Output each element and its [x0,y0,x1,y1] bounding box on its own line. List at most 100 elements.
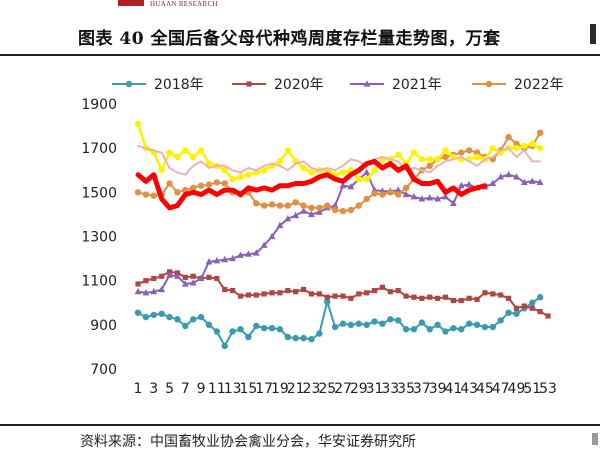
series-2018年 [134,294,544,350]
data-point [189,316,197,323]
data-point [442,294,449,300]
data-point [355,175,362,183]
x-tick-label: 1 [134,381,143,397]
data-point [197,182,205,189]
data-point [418,156,426,163]
data-point [292,334,299,342]
data-point [402,326,410,333]
data-point [505,133,512,141]
data-point [324,294,330,300]
data-point [426,326,433,333]
data-point [450,324,457,332]
series-line [137,171,542,294]
data-point [442,192,449,200]
x-tick-label: 17 [255,381,273,397]
data-point [205,321,213,329]
data-point [166,271,173,278]
legend-label: 2022年 [514,77,564,93]
data-point [213,328,221,335]
x-tick-label: 11 [208,381,226,397]
data-point [489,179,497,187]
data-point [150,311,157,319]
chart-title-bar: 图表 40 全国后备父母代种鸡周度存栏量走势图，万套 [0,18,600,56]
data-point [371,288,378,294]
data-point [419,295,425,301]
data-point [316,291,322,297]
data-point [379,191,386,198]
data-point [308,204,315,211]
series-layer [134,120,551,350]
data-point [221,255,229,263]
data-point [442,147,449,154]
data-point [457,181,465,189]
data-point [379,284,386,290]
data-point [182,322,189,330]
data-point [300,286,307,293]
data-point [268,201,276,208]
data-point [213,179,221,186]
data-point [205,181,213,188]
data-point [403,293,409,299]
data-point [394,191,402,198]
x-tick-label: 43 [460,381,478,397]
data-point [537,308,543,315]
series-2021年 [134,168,544,296]
series-2020年 [135,269,551,319]
data-point [174,153,181,161]
data-point [166,149,173,156]
data-point [151,275,157,282]
data-point [339,181,347,189]
data-point [410,326,418,333]
data-point [277,290,283,296]
data-point [497,317,504,324]
data-point [197,274,205,282]
data-point [339,169,347,176]
data-point [237,293,244,299]
data-point [402,190,410,198]
data-point [356,291,362,297]
x-tick-label: 37 [413,381,431,397]
data-point [498,292,504,298]
data-point [458,326,465,333]
data-point [465,147,473,154]
data-point [434,321,441,329]
data-point [134,309,142,316]
data-point [418,195,426,202]
data-point [497,173,505,180]
brand-logo-mark [118,0,144,6]
chart-title: 图表 40 全国后备父母代种鸡周度存栏量走势图，万套 [78,29,501,49]
data-point [174,272,181,279]
data-point [331,201,339,209]
legend-label: 2021年 [392,77,442,93]
data-point [308,210,315,218]
data-point [197,147,205,154]
data-point [245,292,251,298]
data-point [347,183,355,190]
data-point [260,324,268,332]
data-point [536,178,544,185]
data-point [142,289,150,296]
data-point [292,199,299,206]
data-point [206,274,212,280]
data-point [394,151,402,158]
data-point [150,287,158,295]
data-point [426,162,433,170]
data-point [189,184,197,192]
x-tick-label: 15 [239,381,257,397]
data-point [276,221,284,229]
legend-item: 2018年 [112,77,204,93]
data-point [536,144,544,152]
data-point [158,285,166,293]
data-point [285,288,291,294]
data-point [435,295,441,301]
x-tick-label: 9 [197,381,206,397]
data-point [190,273,196,279]
data-point [229,328,236,335]
y-tick-label: 900 [90,318,117,334]
data-point [142,313,150,321]
data-point [513,173,520,180]
data-point [166,313,173,321]
x-tick-label: 21 [287,381,305,397]
data-point [284,202,292,209]
data-point [229,175,236,183]
